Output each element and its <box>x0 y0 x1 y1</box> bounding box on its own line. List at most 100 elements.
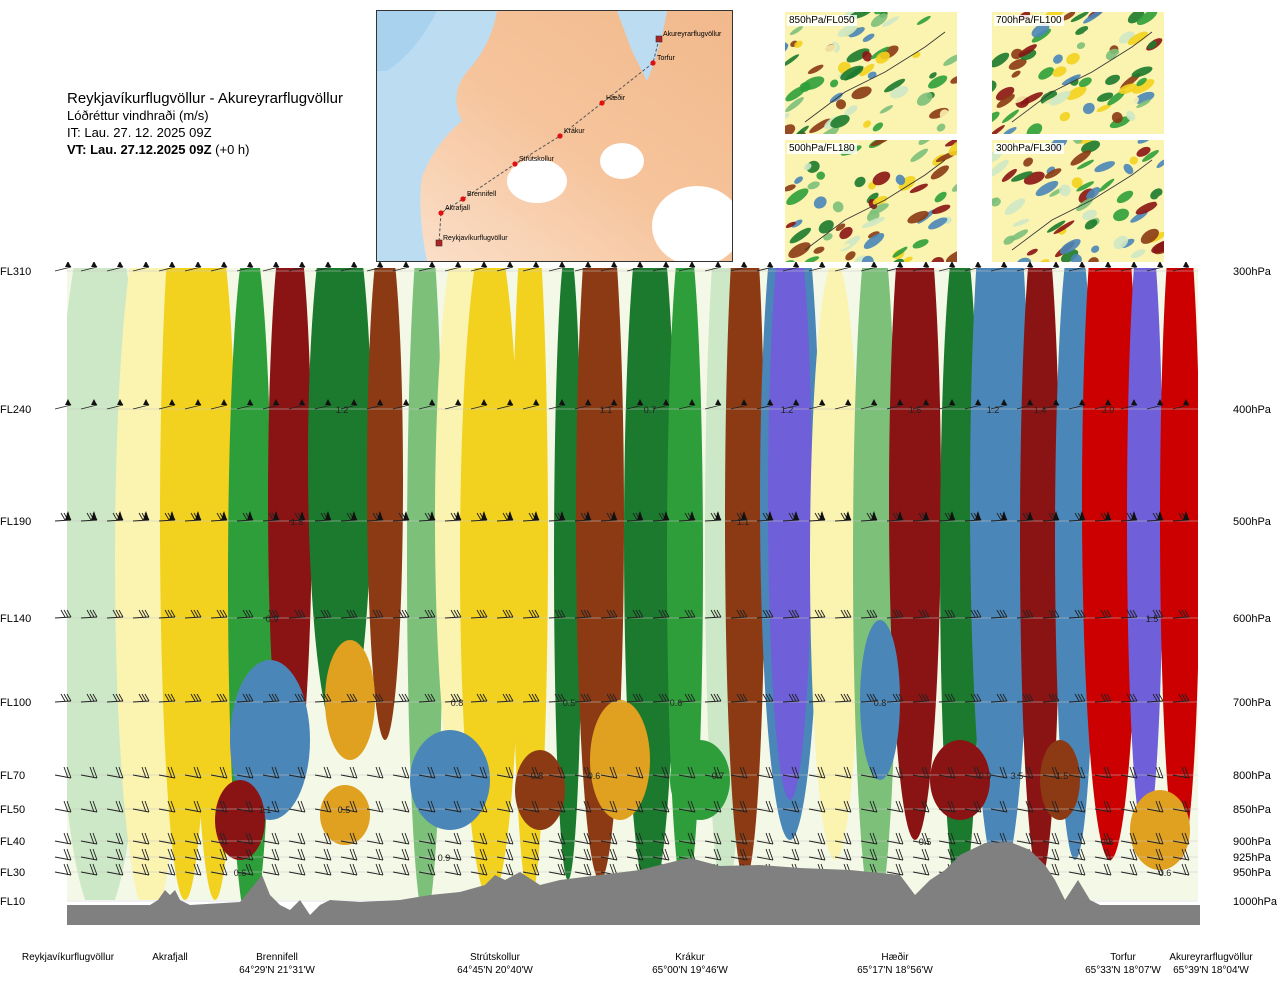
barb-flag <box>661 766 667 779</box>
mini-map-cell <box>1038 67 1054 80</box>
barb-flag <box>193 800 199 813</box>
wind-barb <box>54 800 72 813</box>
wind-barb <box>132 832 150 845</box>
barb-flag <box>690 800 696 813</box>
mini-map-500[interactable]: 500hPa/FL180 <box>785 140 957 262</box>
barb-flag <box>1126 609 1132 618</box>
velocity-band <box>1020 268 1060 880</box>
wind-barb <box>782 832 800 845</box>
barb-flag <box>918 609 924 618</box>
wind-barb <box>132 693 150 703</box>
barb-flag <box>242 512 248 521</box>
barb-flag <box>271 800 277 813</box>
barb-flag <box>560 863 566 876</box>
wind-barb <box>496 693 514 703</box>
barb-pennant <box>1157 399 1163 405</box>
mini-map-cell <box>872 196 888 205</box>
barb-staff <box>288 616 306 619</box>
barb-flag <box>1181 766 1187 779</box>
wind-barb <box>366 399 384 410</box>
mini-map-300[interactable]: 300hPa/FL300 <box>992 140 1164 262</box>
wind-barb <box>678 766 696 779</box>
wind-barb <box>652 832 670 845</box>
wind-barb <box>470 800 488 813</box>
barb-staff <box>730 266 748 272</box>
mini-map-cell <box>870 13 888 27</box>
barb-staff <box>886 774 904 779</box>
barb-flag <box>814 609 820 618</box>
mini-map-cell <box>939 109 951 121</box>
barb-flag <box>456 609 462 618</box>
barb-staff <box>548 700 566 703</box>
barb-pennant <box>1027 511 1033 520</box>
barb-flag <box>245 800 251 813</box>
mini-map-cell <box>853 255 866 262</box>
barb-staff <box>262 856 280 861</box>
flight-level-axis: FL310FL240FL190FL140FL100FL70FL50FL40FL3… <box>0 266 31 908</box>
barb-flag <box>609 800 615 813</box>
mini-map-cell <box>1076 42 1086 50</box>
barb-staff <box>1146 266 1164 272</box>
barb-flag <box>999 766 1005 779</box>
barb-pennant <box>923 262 929 267</box>
barb-staff <box>1068 616 1086 619</box>
barb-staff <box>990 808 1008 813</box>
barb-flag <box>898 800 904 813</box>
mini-map-cell <box>918 140 935 145</box>
wind-barb <box>392 511 410 522</box>
barb-flag <box>739 832 745 845</box>
mini-map-cell <box>788 242 811 259</box>
barb-staff <box>938 519 956 522</box>
barb-staff <box>1042 519 1060 522</box>
barb-flag <box>583 766 589 779</box>
barb-staff <box>912 519 930 522</box>
mini-map-700[interactable]: 700hPa/FL100 <box>992 12 1164 134</box>
barb-flag <box>141 848 147 861</box>
barb-staff <box>496 519 514 522</box>
barb-flag <box>1051 848 1057 861</box>
barb-flag <box>196 832 202 845</box>
barb-staff <box>210 808 228 813</box>
barb-flag <box>170 609 176 618</box>
barb-flag <box>690 609 696 618</box>
barb-staff <box>990 774 1008 779</box>
barb-staff <box>366 700 384 703</box>
barb-pennant <box>351 399 357 405</box>
wind-barb <box>522 693 540 703</box>
barb-pennant <box>169 399 175 405</box>
mini-map-850[interactable]: 850hPa/FL050 <box>785 12 957 134</box>
barb-staff <box>106 519 124 522</box>
mini-map-cell <box>835 99 847 110</box>
wind-barb <box>496 766 514 779</box>
barb-staff <box>522 404 540 410</box>
barb-flag <box>450 609 456 618</box>
barb-pennant <box>1131 399 1137 405</box>
wind-barb <box>756 800 774 813</box>
barb-staff <box>574 856 592 861</box>
barb-flag <box>1054 848 1060 861</box>
barb-staff <box>1068 808 1086 813</box>
barb-flag <box>352 848 358 861</box>
barb-staff <box>756 840 774 845</box>
barb-staff <box>548 266 566 272</box>
barb-flag <box>482 832 488 845</box>
wind-barb <box>964 511 982 522</box>
barb-pennant <box>689 511 695 520</box>
barb-flag <box>372 512 378 521</box>
barb-flag <box>528 693 534 702</box>
barb-staff <box>1120 808 1138 813</box>
barb-flag <box>843 609 849 618</box>
barb-flag <box>248 832 254 845</box>
mini-map-cell <box>1083 12 1105 24</box>
wind-barb <box>106 609 124 619</box>
mini-map-cell <box>868 231 880 239</box>
barb-flag <box>716 766 722 779</box>
barb-flag <box>297 832 303 845</box>
barb-flag <box>1077 693 1083 702</box>
barb-flag <box>554 693 560 702</box>
wind-barb <box>574 693 592 703</box>
barb-staff <box>1094 774 1112 779</box>
mini-map-cell <box>1116 190 1134 204</box>
wind-barb <box>158 693 176 703</box>
station-name: Akrafjall <box>152 952 188 963</box>
